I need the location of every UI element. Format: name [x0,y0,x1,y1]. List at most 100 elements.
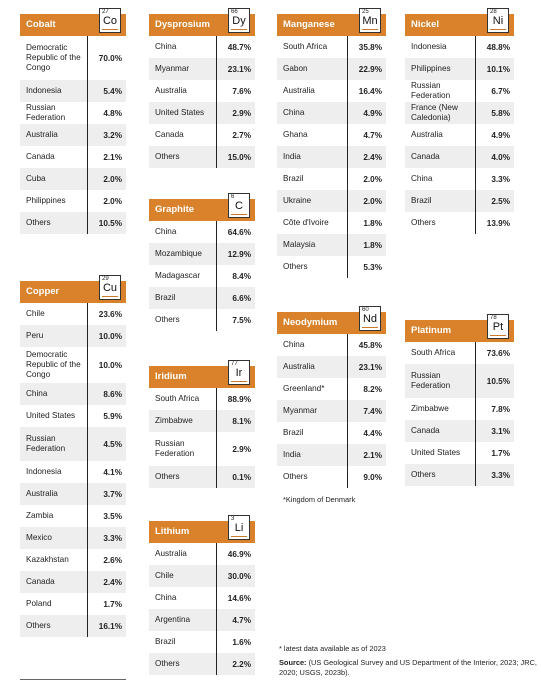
iridium-table: Iridium 77 Ir South Africa 88.9% Zimbabwe 8.1%… [149,360,255,488]
share-cell: 30.0% [216,565,255,587]
share-cell: 4.8% [87,102,126,124]
manganese-table: Manganese 25 Mn South Africa 35.8% Gabon 22.9%… [277,8,386,278]
element-symbol: Ir [235,367,243,379]
atomic-number: 60 [362,307,369,313]
symbol-underline [362,327,378,328]
atomic-number: 77 [231,361,238,367]
element-name: Neodymium [283,317,338,328]
country-cell: Gabon [283,64,308,73]
element-symbol: Pt [492,321,504,333]
country-cell: Russian Federation [26,103,66,122]
table-row: Gabon 22.9% [277,58,386,80]
nickel-table: Nickel 28 Ni Indonesia 48.8% Philippines 10.1%… [405,8,514,234]
element-symbol: Co [102,15,118,27]
country-cell: Chile [26,309,45,318]
element-symbol: Mn [362,15,378,27]
country-cell: China [411,174,433,183]
latest-data-note: * latest data available as of 2023 [279,644,386,653]
atomic-number: 66 [231,9,238,15]
table-row: Malaysia 1.8% [277,234,386,256]
share-cell: 7.5% [216,309,255,331]
country-cell: France (New Caledonia) [411,103,458,122]
table-row: Cuba 2.0% [20,168,126,190]
table-row: Australia 46.9% [149,543,255,565]
table-row: Canada 2.7% [149,124,255,146]
share-cell: 2.9% [216,102,255,124]
share-cell: 16.1% [87,615,126,637]
table-row: Indonesia 48.8% [405,36,514,58]
country-cell: Others [155,659,180,668]
country-cell: Others [155,152,180,161]
share-cell: 15.0% [216,146,255,168]
country-cell: Brazil [283,428,304,437]
platinum-rows: South Africa 73.6% Russian Federation 10.5%… [405,342,514,486]
country-cell: India [283,450,301,459]
country-cell: Zambia [26,511,54,520]
table-row: Myanmar 23.1% [149,58,255,80]
table-row: Canada 3.1% [405,420,514,442]
country-cell: Canada [411,426,440,435]
table-row: Australia 3.2% [20,124,126,146]
country-cell: Australia [411,130,443,139]
share-cell: 13.9% [475,212,514,234]
table-row: Australia 4.9% [405,124,514,146]
share-cell: 3.5% [87,505,126,527]
table-row: Mozambique 12.9% [149,243,255,265]
share-cell: 5.4% [87,80,126,102]
element-symbol: Dy [232,15,246,27]
neodymium-header: Neodymium 60 Nd [277,306,386,334]
neodymium-rows: China 45.8% Australia 23.1% Greenland* 8.2% My… [277,334,386,488]
element-name: Cobalt [26,19,56,30]
table-row: Ukraine 2.0% [277,190,386,212]
graphite-header: Graphite 6 C [149,193,255,221]
manganese-header: Manganese 25 Mn [277,8,386,36]
table-row: Australia 23.1% [277,356,386,378]
share-cell: 8.2% [347,378,386,400]
source-note: Source: (US Geological Survey and US Dep… [279,658,537,678]
table-row: Poland 1.7% [20,593,126,615]
element-symbol-icon: 29 Cu [99,275,121,300]
share-cell: 2.9% [216,432,255,466]
element-symbol: Nd [362,313,378,325]
share-cell: 2.4% [347,146,386,168]
share-cell: 10.5% [87,212,126,234]
table-row: France (New Caledonia) 5.8% [405,102,514,124]
country-cell: Brazil [155,293,176,302]
symbol-underline [231,29,247,30]
table-row: China 64.6% [149,221,255,243]
country-cell: Democratic Republic of the Congo [26,350,81,379]
table-row: United States 2.9% [149,102,255,124]
table-row: Others 5.3% [277,256,386,278]
share-cell: 12.9% [216,243,255,265]
nickel-header: Nickel 28 Ni [405,8,514,36]
source-label: Source: [279,658,307,667]
table-row: Kazakhstan 2.6% [20,549,126,571]
country-cell: Poland [26,599,52,608]
table-row: India 2.4% [277,146,386,168]
dysprosium-table: Dysprosium 66 Dy China 48.7% Myanmar 23.1% Aust… [149,8,255,168]
country-cell: Greenland* [283,384,325,393]
share-cell: 1.8% [347,234,386,256]
table-row: India 2.1% [277,444,386,466]
element-name: Nickel [411,19,439,30]
country-cell: United States [155,108,205,117]
iridium-header: Iridium 77 Ir [149,360,255,388]
table-row: South Africa 35.8% [277,36,386,58]
share-cell: 7.8% [475,398,514,420]
atomic-number: 78 [490,315,497,321]
atomic-number: 28 [490,9,497,15]
share-cell: 48.7% [216,36,255,58]
share-cell: 5.8% [475,102,514,124]
table-row: Others 0.1% [149,466,255,488]
share-cell: 2.7% [216,124,255,146]
table-row: Ghana 4.7% [277,124,386,146]
country-cell: Russian Federation [411,81,451,100]
element-symbol: Cu [102,282,118,294]
share-cell: 1.6% [216,631,255,653]
country-cell: China [155,227,177,236]
country-cell: Others [283,472,308,481]
country-cell: Malaysia [283,240,316,249]
country-cell: China [283,340,305,349]
country-cell: Russian Federation [411,371,451,390]
